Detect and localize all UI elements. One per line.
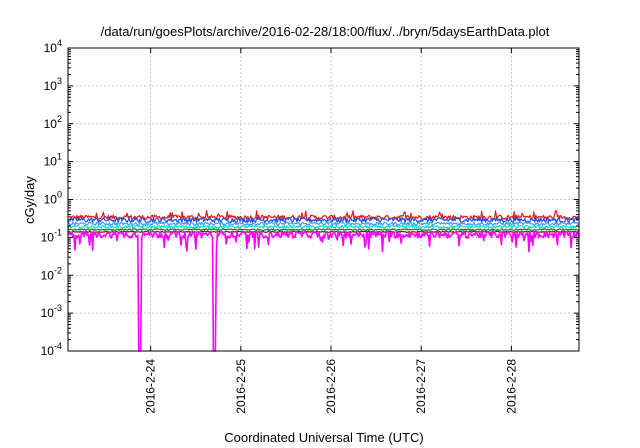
y-tick-label: 10-4: [41, 341, 62, 358]
series-line: [67, 217, 580, 224]
x-axis-label: Coordinated Universal Time (UTC): [224, 430, 423, 445]
y-tick-label: 10-3: [41, 303, 62, 320]
plot-frame: [67, 47, 580, 352]
series-line: [67, 210, 580, 221]
y-tick-label: 10-2: [41, 265, 62, 282]
x-tick-label: 2016-2-25: [234, 359, 248, 414]
y-tick-label: 104: [44, 38, 62, 55]
x-tick-label: 2016-2-26: [324, 359, 338, 414]
y-tick-label: 102: [44, 114, 62, 131]
series-line: [67, 228, 580, 232]
y-tick-label: 10-1: [41, 227, 62, 244]
x-tick-label: 2016-2-27: [414, 359, 428, 414]
y-tick-label: 103: [44, 76, 62, 93]
x-tick-label: 2016-2-24: [144, 359, 158, 414]
y-tick-label: 101: [44, 152, 62, 169]
grid: [68, 47, 579, 352]
y-tick-label: 100: [44, 190, 62, 207]
y-axis-label: cGy/day: [22, 176, 37, 224]
x-tick-label: 2016-2-28: [504, 359, 518, 414]
series-line: [67, 225, 580, 229]
series-line: [67, 221, 580, 226]
series-line: [67, 230, 580, 352]
series-layer: [67, 210, 580, 352]
chart-title: /data/run/goesPlots/archive/2016-02-28/1…: [101, 24, 550, 39]
